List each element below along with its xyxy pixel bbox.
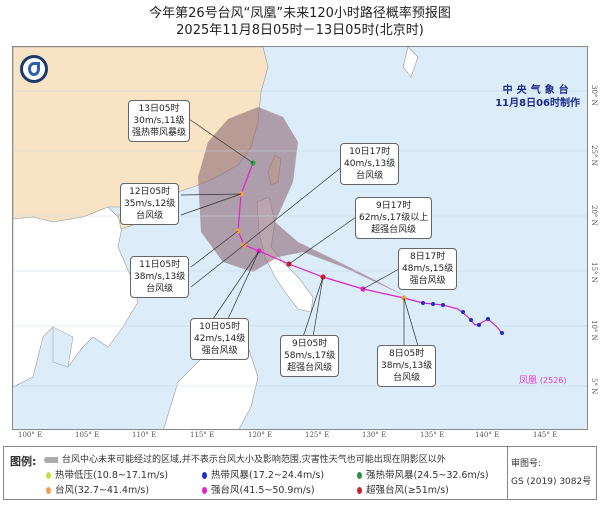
forecast-wind: 40m/s,13级 [344, 159, 396, 169]
forecast-label: 10日17时 40m/s,13级 台风级 [340, 143, 400, 185]
approval-number: GS (2019) 3082号 [511, 477, 592, 487]
forecast-time: 10日05时 [199, 322, 241, 332]
forecast-level: 强台风级 [409, 276, 446, 286]
forecast-level: 台风级 [356, 171, 384, 181]
storm-level-dot-icon [202, 487, 207, 494]
legend-label: 超强台风(≥51m/s) [366, 485, 449, 496]
leader-lines [180, 118, 419, 347]
lon-tick: 130° E [362, 431, 387, 439]
forecast-label: 8日05时 38m/s,13级 台风级 [377, 345, 437, 387]
past-track [403, 297, 503, 334]
lon-tick: 140° E [475, 431, 500, 439]
forecast-point-8 [401, 295, 407, 301]
cma-logo-swirl [28, 62, 40, 76]
lon-tick: 100° E [18, 431, 43, 439]
forecast-time: 9日05时 [292, 339, 328, 349]
legend-item: 台风(32.7~41.4m/s) [46, 482, 149, 496]
forecast-label: 12日05时 35m/s,12级 台风级 [120, 183, 180, 225]
legend-item: 热带低压(10.8~17.1m/s) [46, 467, 168, 481]
title-line1: 今年第26号台风“凤凰”未来120小时路径概率预报图 [149, 6, 451, 21]
forecast-wind: 48m/s,15级 [402, 264, 454, 274]
land-kyushu [402, 47, 419, 78]
forecast-wind: 30m/s,11级 [133, 116, 185, 126]
legend-label: 强台风(41.5~50.9m/s) [211, 485, 315, 496]
forecast-label: 9日17时 62m/s,17级以上 超强台风级 [355, 197, 433, 239]
legend-item: 强台风(41.5~50.9m/s) [202, 482, 315, 496]
forecast-wind: 42m/s,14级 [194, 334, 246, 344]
lon-tick: 145° E [533, 431, 558, 439]
forecast-label: 10日05时 42m/s,14级 强台风级 [190, 318, 250, 360]
forecast-level: 强热带风暴级 [132, 128, 187, 138]
lat-tick: 30° N [590, 85, 598, 106]
forecast-cone [198, 107, 407, 297]
lon-tick: 115° E [190, 431, 215, 439]
land-indochina [13, 206, 139, 388]
cone-swatch-icon [44, 456, 58, 463]
legend-item: 强热带风暴(24.5~32.6m/s) [357, 467, 489, 481]
legend-item: 超强台风(≥51m/s) [357, 482, 449, 496]
typhoon-code: (2526) [539, 376, 567, 385]
forecast-wind: 38m/s,13级 [134, 272, 186, 282]
forecast-label: 11日05时 38m/s,13级 台风级 [130, 256, 190, 298]
typhoon-name-label: 凤凰 (2526) [519, 373, 567, 386]
forecast-label: 8日17时 48m/s,15级 强台风级 [398, 248, 458, 290]
forecast-level: 超强台风级 [287, 363, 333, 373]
storm-level-dot-icon [357, 487, 362, 494]
past-track-points [421, 301, 504, 335]
legend-label: 热带低压(10.8~17.1m/s) [55, 470, 169, 481]
legend-heading: 图例: [10, 455, 37, 468]
lon-tick: 120° E [248, 431, 273, 439]
forecast-time: 13日05时 [138, 104, 180, 114]
map-title: 今年第26号台风“凤凰”未来120小时路径概率预报图 2025年11月8日05时… [0, 5, 600, 39]
typhoon-name: 凤凰 [519, 376, 538, 386]
forecast-wind: 38m/s,13级 [381, 361, 433, 371]
forecast-time: 11日05时 [139, 260, 181, 270]
lat-tick: 5° N [590, 378, 598, 395]
legend: 图例: 台风中心未来可能经过的区域,并不表示台风大小及影响范围,灾害性天气也可能… [3, 446, 597, 500]
legend-cone-note: 台风中心未来可能经过的区域,并不表示台风大小及影响范围,灾害性天气也可能出现在阴… [44, 452, 446, 465]
legend-label: 热带风暴(17.2~24.4m/s) [211, 470, 325, 481]
forecast-time: 12日05时 [129, 187, 171, 197]
issue-time: 11月8日06时制作 [495, 98, 580, 109]
cma-logo [20, 55, 48, 83]
forecast-label: 9日05时 58m/s,17级 超强台风级 [280, 335, 340, 377]
lon-tick: 135° E [420, 431, 445, 439]
storm-level-dot-icon [357, 472, 362, 479]
legend-item: 热带风暴(17.2~24.4m/s) [202, 467, 324, 481]
approval-label: 审图号: [511, 459, 542, 469]
forecast-level: 强台风级 [201, 346, 238, 356]
storm-level-dot-icon [202, 472, 207, 479]
approval-block: 审图号: GS (2019) 3082号 [507, 447, 596, 499]
storm-level-dot-icon [46, 487, 51, 494]
lat-tick: 15° N [590, 262, 598, 283]
forecast-level: 台风级 [136, 211, 164, 221]
forecast-time: 8日05时 [389, 349, 425, 359]
forecast-wind: 58m/s,17级 [284, 351, 336, 361]
gulf-thailand [52, 326, 74, 368]
lat-tick: 25° N [590, 145, 598, 166]
forecast-level: 台风级 [146, 284, 174, 294]
forecast-time: 10日17时 [349, 147, 391, 157]
legend-label: 强热带风暴(24.5~32.6m/s) [366, 470, 489, 481]
forecast-time: 8日17时 [410, 252, 446, 262]
forecast-wind: 35m/s,12级 [124, 199, 176, 209]
lon-tick: 105° E [75, 431, 100, 439]
forecast-level: 超强台风级 [371, 225, 417, 235]
lon-tick: 110° E [132, 431, 157, 439]
forecast-level: 台风级 [393, 373, 421, 383]
storm-level-dot-icon [46, 472, 51, 479]
lat-tick: 10° N [590, 320, 598, 341]
title-line2: 2025年11月8日05时－13日05时(北京时) [176, 23, 424, 38]
agency-name: 中央气象台 [502, 85, 573, 96]
forecast-point-6 [320, 274, 326, 280]
legend-label: 台风(32.7~41.4m/s) [55, 485, 150, 496]
lon-tick: 125° E [305, 431, 330, 439]
forecast-time: 9日17时 [376, 201, 412, 211]
cone-note-text: 台风中心未来可能经过的区域,并不表示台风大小及影响范围,灾害性天气也可能出现在阴… [62, 455, 446, 465]
agency-block: 中央气象台 11月8日06时制作 [495, 84, 580, 110]
forecast-label: 13日05时 30m/s,11级 强热带风暴级 [128, 100, 191, 142]
graticule [13, 90, 587, 387]
forecast-wind: 62m/s,17级以上 [359, 213, 429, 223]
lat-tick: 20° N [590, 205, 598, 226]
